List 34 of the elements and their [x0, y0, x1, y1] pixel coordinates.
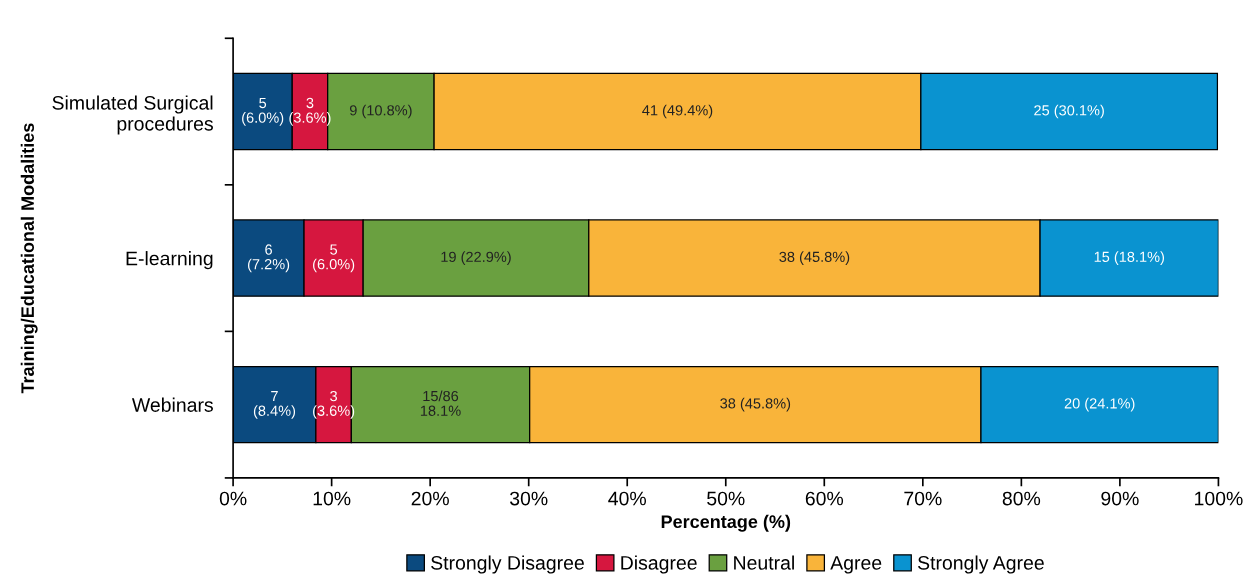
- data-label: 9 (10.8%): [349, 104, 412, 119]
- data-label: 38 (45.8%): [720, 397, 791, 412]
- legend-label: Strongly Agree: [918, 555, 1044, 574]
- x-tick-label: 60%: [805, 491, 844, 506]
- y-tick-label: E-learning: [126, 251, 213, 270]
- data-label: 15/86 18.1%: [420, 390, 461, 416]
- legend-label: Strongly Disagree: [431, 555, 584, 574]
- data-label: 38 (45.8%): [779, 251, 850, 265]
- data-label: 25 (30.1%): [1034, 104, 1104, 119]
- x-tick-label: 10%: [313, 491, 351, 506]
- x-tick-label: 50%: [707, 491, 745, 506]
- y-tick-label: Webinars: [131, 397, 213, 412]
- x-tick-label: 100%: [1195, 491, 1243, 506]
- data-label: 41 (49.4%): [642, 104, 713, 119]
- y-axis-title: Training/Educational Modalities: [20, 123, 38, 394]
- x-tick-label: 40%: [608, 491, 646, 506]
- data-label: 20 (24.1%): [1064, 397, 1135, 412]
- data-label: 6 (7.2%): [248, 244, 290, 273]
- data-label: 19 (22.9%): [441, 251, 511, 265]
- x-tick-label: 20%: [411, 491, 449, 506]
- data-label: 7 (8.4%): [253, 391, 296, 419]
- legend-label: Agree: [830, 556, 882, 574]
- legend-label: Disagree: [621, 555, 697, 574]
- legend-label: Neutral: [734, 555, 794, 570]
- data-label: 15 (18.1%): [1094, 251, 1165, 265]
- data-label: 5 (6.0%): [242, 97, 284, 126]
- x-tick-label: 90%: [1101, 491, 1139, 506]
- x-tick-label: 0%: [219, 491, 247, 506]
- x-tick-label: 30%: [509, 491, 548, 506]
- y-tick-label: Simulated Surgical procedures: [52, 95, 213, 135]
- x-tick-label: 70%: [904, 491, 942, 506]
- x-tick-label: 80%: [1002, 491, 1041, 506]
- x-axis-title: Percentage (%): [661, 514, 791, 532]
- data-label: 5 (6.0%): [313, 244, 355, 273]
